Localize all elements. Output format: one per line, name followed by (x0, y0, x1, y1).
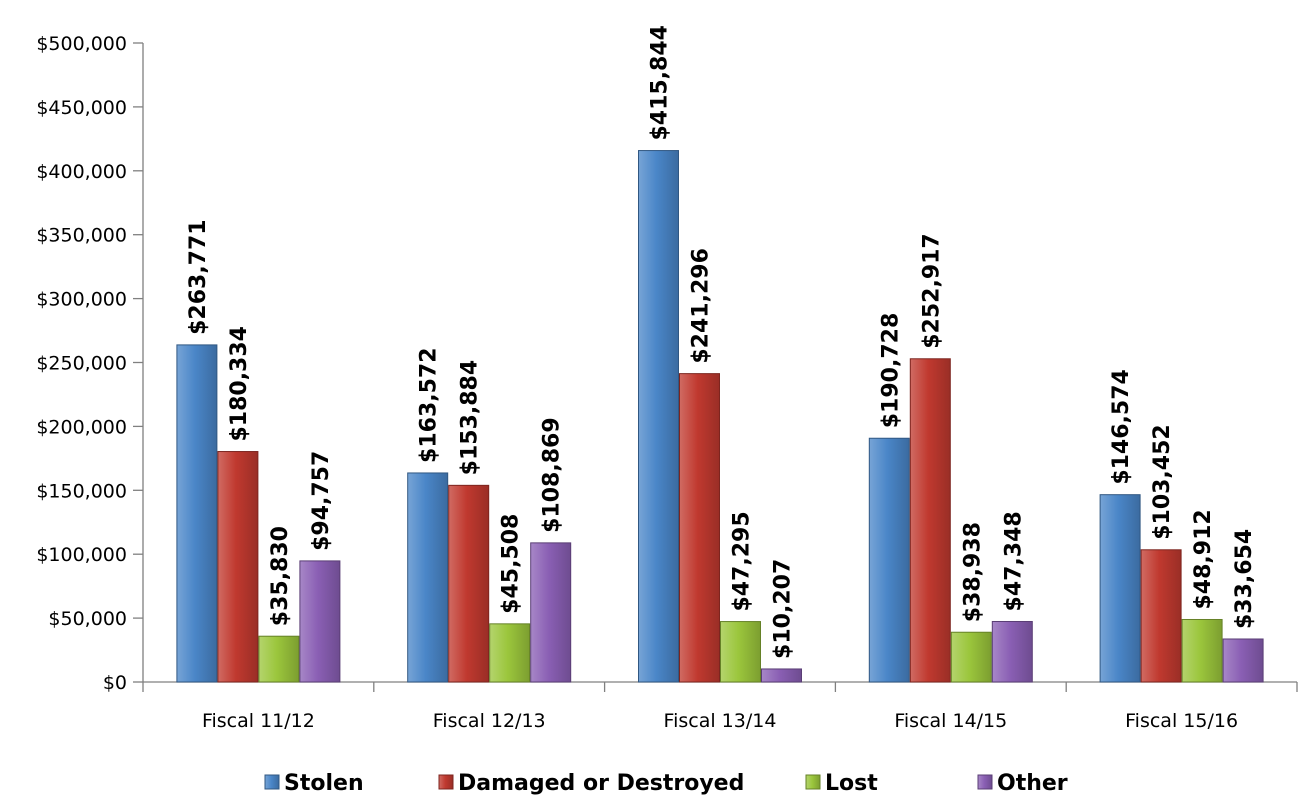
y-tick-label: $400,000 (36, 161, 127, 183)
bar-damaged-or-destroyed-fiscal-14-15 (909, 358, 951, 683)
y-tick-label: $450,000 (36, 97, 127, 119)
bar-damaged-or-destroyed-fiscal-15-16 (1140, 549, 1182, 683)
data-label-damaged-or-destroyed-fiscal-15-16: $103,452 (1150, 424, 1175, 540)
legend-swatch-other (977, 774, 993, 790)
bar-other-fiscal-15-16 (1222, 638, 1264, 683)
data-label-stolen-fiscal-12-13: $163,572 (417, 347, 442, 463)
bar-other-fiscal-14-15 (991, 620, 1033, 683)
bar-other-fiscal-12-13 (530, 542, 572, 683)
bar-other-fiscal-11-12 (299, 560, 341, 683)
bar-stolen-fiscal-11-12 (176, 344, 218, 683)
legend-label-lost: Lost (825, 771, 878, 796)
data-label-damaged-or-destroyed-fiscal-14-15: $252,917 (919, 233, 944, 349)
data-label-lost-fiscal-15-16: $48,912 (1191, 509, 1216, 609)
y-tick-label: $350,000 (36, 225, 127, 247)
data-label-lost-fiscal-13-14: $47,295 (730, 511, 755, 611)
data-label-stolen-fiscal-13-14: $415,844 (648, 25, 673, 141)
bar-damaged-or-destroyed-fiscal-11-12 (217, 451, 259, 683)
x-category-label: Fiscal 14/15 (894, 710, 1007, 732)
bar-other-fiscal-13-14 (761, 668, 802, 683)
bar-damaged-or-destroyed-fiscal-12-13 (448, 484, 490, 683)
legend-label-stolen: Stolen (284, 771, 364, 796)
y-axis: $0 $50,000 $100,000 $150,000 $200,000 $250,00… (36, 33, 144, 694)
bar-stolen-fiscal-14-15 (868, 437, 910, 683)
data-label-damaged-or-destroyed-fiscal-12-13: $153,884 (458, 360, 483, 476)
data-label-other-fiscal-11-12: $94,757 (309, 451, 334, 551)
y-tick-label: $300,000 (36, 289, 127, 311)
data-label-other-fiscal-12-13: $108,869 (540, 417, 565, 533)
bar-damaged-or-destroyed-fiscal-13-14 (679, 373, 720, 683)
x-category-label: Fiscal 12/13 (433, 710, 546, 732)
bar-lost-fiscal-13-14 (720, 621, 761, 683)
bars (176, 150, 1264, 683)
legend-label-damaged-or-destroyed: Damaged or Destroyed (458, 771, 744, 796)
x-axis: Fiscal 11/12 Fiscal 12/13 Fiscal 13/14 Fisc… (142, 681, 1298, 732)
y-tick-label: $150,000 (36, 480, 127, 502)
data-label-lost-fiscal-11-12: $35,830 (268, 526, 293, 626)
data-label-other-fiscal-15-16: $33,654 (1232, 529, 1257, 629)
data-label-stolen-fiscal-15-16: $146,574 (1109, 369, 1134, 485)
bar-lost-fiscal-15-16 (1181, 618, 1223, 683)
x-category-label: Fiscal 13/14 (664, 710, 777, 732)
data-label-damaged-or-destroyed-fiscal-11-12: $180,334 (227, 326, 252, 442)
bar-stolen-fiscal-15-16 (1099, 494, 1141, 683)
data-labels: $263,771 $180,334 $35,830 $94,757 $163,572 $1… (186, 25, 1257, 659)
bar-stolen-fiscal-12-13 (407, 472, 449, 683)
y-tick-label: $500,000 (36, 33, 127, 55)
data-label-other-fiscal-14-15: $47,348 (1001, 511, 1026, 611)
y-tick-label: $250,000 (36, 353, 127, 375)
bar-stolen-fiscal-13-14 (638, 150, 679, 683)
y-tick-label: $100,000 (36, 544, 127, 566)
data-label-lost-fiscal-14-15: $38,938 (960, 522, 985, 622)
x-category-label: Fiscal 11/12 (202, 710, 315, 732)
data-label-other-fiscal-13-14: $10,207 (771, 559, 796, 659)
y-tick-label: $50,000 (48, 608, 127, 630)
data-label-lost-fiscal-12-13: $45,508 (499, 514, 524, 614)
bar-lost-fiscal-14-15 (950, 631, 992, 683)
bar-lost-fiscal-12-13 (489, 623, 531, 683)
legend-swatch-stolen (264, 774, 280, 790)
legend-label-other: Other (997, 771, 1068, 796)
legend-swatch-lost (805, 774, 821, 790)
y-tick-label: $200,000 (36, 416, 127, 438)
data-label-damaged-or-destroyed-fiscal-13-14: $241,296 (689, 248, 714, 364)
bar-lost-fiscal-11-12 (258, 635, 300, 683)
data-label-stolen-fiscal-14-15: $190,728 (878, 313, 903, 429)
x-category-label: Fiscal 15/16 (1125, 710, 1238, 732)
legend-swatch-damaged-or-destroyed (438, 774, 454, 790)
data-label-stolen-fiscal-11-12: $263,771 (186, 219, 211, 335)
legend: Stolen Damaged or Destroyed Lost Other (264, 771, 1068, 796)
y-tick-label: $0 (103, 672, 127, 694)
